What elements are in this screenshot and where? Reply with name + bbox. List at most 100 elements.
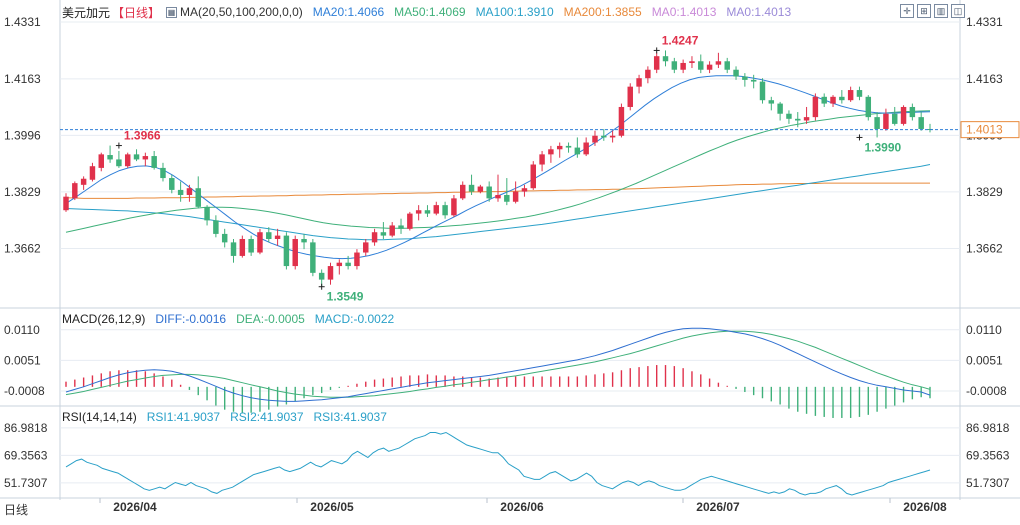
candle-body: [512, 191, 519, 202]
price-axis-tick-right: 1.4331: [966, 15, 1003, 29]
candle-body: [715, 61, 722, 65]
candle-body: [283, 235, 290, 267]
ma0b-value: MA0:1.4013: [726, 5, 792, 19]
rsi-axis-tick-right: 69.3563: [966, 448, 1010, 462]
candle-body: [169, 178, 175, 190]
indicator-settings-icon[interactable]: ▦: [166, 6, 178, 18]
candle-body: [653, 56, 660, 70]
candle-body: [80, 178, 87, 185]
candle-body: [689, 61, 695, 63]
price-axis-tick-right: 1.3662: [966, 241, 1003, 255]
candle-body: [116, 159, 122, 167]
diff-line: [65, 327, 931, 402]
last-price-label: 1.4013: [966, 123, 1003, 137]
candle-body: [706, 64, 713, 70]
candle-body: [795, 118, 801, 121]
candle-body: [698, 61, 704, 70]
price-axis-tick-left: 1.4163: [4, 72, 41, 86]
ma0a-value: MA0:1.4013: [651, 5, 717, 19]
candle-body: [318, 272, 325, 280]
price-axis-tick-left: 1.3996: [4, 128, 41, 142]
candle-body: [504, 194, 510, 202]
candle-body: [565, 145, 572, 148]
candle-body: [389, 225, 395, 236]
candle-body: [230, 242, 237, 256]
candle-body: [548, 149, 554, 155]
candle-body: [239, 238, 246, 256]
price-axis-tick-right: 1.4163: [966, 72, 1003, 86]
candle-body: [151, 156, 157, 168]
candle-body: [583, 142, 589, 155]
restore-icon[interactable]: ◫: [951, 4, 965, 18]
candle-body: [363, 242, 369, 253]
candle-body: [645, 69, 651, 79]
fit-icon[interactable]: ⊞: [917, 4, 931, 18]
rsi-line: [65, 431, 931, 496]
candle-body: [662, 56, 669, 62]
candle-body: [345, 262, 351, 267]
candle-body: [609, 135, 616, 138]
candle-body: [592, 135, 598, 143]
candle-body: [177, 189, 184, 195]
time-axis-label: 2026/08: [903, 500, 947, 514]
candle-body: [574, 147, 581, 155]
macd-axis-tick-right: -0.0008: [966, 384, 1007, 398]
candle-body: [292, 238, 298, 267]
candle-body: [750, 79, 757, 82]
dea-line: [65, 330, 931, 398]
period-label[interactable]: 【日线】: [112, 5, 161, 20]
candle-body: [768, 100, 775, 104]
candle-body: [759, 81, 766, 101]
candle-body: [433, 205, 440, 214]
macd-legend: MACD(26,12,9) DIFF:-0.0016 DEA:-0.0005 M…: [0, 311, 404, 327]
candle-body: [142, 156, 149, 160]
candle-body: [477, 186, 484, 192]
candle-body: [133, 154, 140, 160]
candle-body: [839, 96, 845, 101]
candle-body: [451, 198, 457, 216]
expand-icon[interactable]: ✛: [900, 4, 914, 18]
rsi-axis-tick-right: 51.7307: [966, 476, 1010, 490]
macd-axis-tick-left: -0.0008: [4, 384, 45, 398]
ma100-value: MA100:1.3910: [475, 5, 554, 19]
candle-body: [909, 106, 916, 118]
candle-body: [900, 106, 907, 124]
rsi-axis-tick-left: 86.9818: [4, 421, 48, 435]
candle-body: [72, 183, 78, 199]
price-axis-tick-left: 1.4331: [4, 15, 41, 29]
ma200-value: MA200:1.3855: [563, 5, 642, 19]
macd-value: MACD:-0.0022: [314, 312, 395, 326]
candle-body: [354, 252, 360, 267]
candle-body: [742, 76, 748, 80]
ma100-line: [65, 164, 931, 241]
time-axis-label: 2026/07: [696, 500, 740, 514]
time-axis-label: 2026/05: [310, 500, 354, 514]
candle-body: [407, 213, 413, 229]
footer-mode-label: 日线: [4, 503, 29, 517]
candle-body: [786, 113, 792, 119]
candle-body: [371, 232, 378, 243]
candle-body: [160, 167, 166, 179]
ma50-value: MA50:1.4069: [394, 5, 466, 19]
layout-icon[interactable]: ▥: [934, 4, 948, 18]
candle-body: [821, 96, 827, 104]
macd-axis-tick-left: 0.0051: [4, 353, 41, 367]
rsi-legend: RSI(14,14,14) RSI1:41.9037 RSI2:41.9037 …: [0, 409, 397, 425]
candle-body: [618, 106, 625, 136]
ma20-line: [65, 75, 931, 260]
candle-body: [495, 194, 501, 199]
rsi3-value: RSI3:41.9037: [313, 410, 387, 424]
candle-body: [186, 188, 193, 195]
footer-mode-tab[interactable]: 日线: [0, 500, 64, 520]
candle-body: [424, 210, 431, 214]
candle-body: [636, 78, 642, 87]
rsi-axis-tick-left: 69.3563: [4, 448, 48, 462]
annotation-label: 1.3990: [864, 140, 901, 154]
candle-body: [415, 210, 422, 214]
candle-body: [257, 232, 263, 253]
macd-diff: DIFF:-0.0016: [155, 312, 227, 326]
candle-body: [301, 238, 307, 243]
candle-body: [918, 117, 924, 129]
symbol-name: 美元加元: [62, 5, 111, 20]
